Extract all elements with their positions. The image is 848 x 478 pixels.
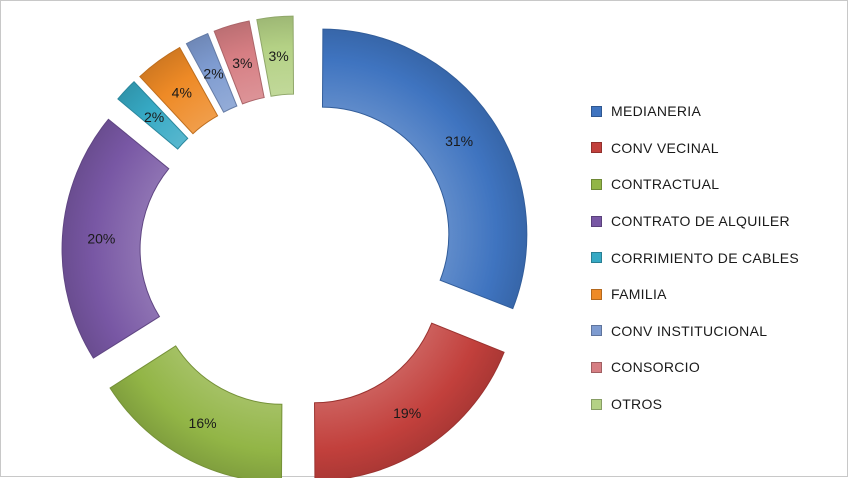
- legend-item-medianeria: MEDIANERIA: [591, 93, 841, 130]
- legend-label: MEDIANERIA: [611, 103, 702, 120]
- legend-label: CORRIMIENTO DE CABLES: [611, 249, 800, 266]
- legend-item-corrimiento-de-cables: CORRIMIENTO DE CABLES: [591, 239, 841, 276]
- legend-label: OTROS: [611, 396, 663, 413]
- legend-label: CONV INSTITUCIONAL: [611, 322, 768, 339]
- data-label-contrato-de-alquiler: 20%: [87, 231, 115, 247]
- legend-label: CONTRACTUAL: [611, 176, 720, 193]
- legend-label: CONV VECINAL: [611, 139, 719, 156]
- slice-corrimiento-de-cables: [117, 81, 189, 150]
- legend-item-familia: FAMILIA: [591, 276, 841, 313]
- data-label-conv-institucional: 2%: [203, 66, 223, 82]
- legend-item-conv-institucional: CONV INSTITUCIONAL: [591, 313, 841, 350]
- slice-conv-vecinal: [314, 322, 505, 478]
- legend-swatch: [591, 325, 602, 337]
- legend-label: CONSORCIO: [611, 359, 701, 376]
- legend-swatch: [591, 361, 602, 373]
- slice-medianeria: [321, 28, 528, 310]
- legend-swatch: [591, 215, 602, 227]
- slice-otros: [256, 15, 295, 97]
- legend-item-otros: OTROS: [591, 386, 841, 423]
- data-label-contractual: 16%: [189, 415, 217, 431]
- slice-familia: [139, 46, 219, 135]
- data-label-familia: 4%: [172, 84, 192, 100]
- legend: MEDIANERIA CONV VECINAL CONTRACTUAL CONTRAT…: [591, 93, 841, 422]
- slice-consorcio: [213, 20, 265, 105]
- legend-swatch: [591, 398, 602, 410]
- legend-label: CONTRATO DE ALQUILER: [611, 213, 790, 230]
- legend-swatch: [591, 252, 602, 264]
- slice-contractual: [109, 345, 283, 478]
- legend-label: FAMILIA: [611, 286, 667, 303]
- slice-contrato-de-alquiler: [61, 118, 170, 359]
- data-label-medianeria: 31%: [445, 133, 473, 149]
- legend-swatch: [591, 105, 602, 117]
- data-label-otros: 3%: [268, 48, 288, 64]
- legend-swatch: [591, 288, 602, 300]
- data-label-conv-vecinal: 19%: [393, 405, 421, 421]
- legend-swatch: [591, 178, 602, 190]
- data-label-corrimiento-de-cables: 2%: [144, 109, 164, 125]
- legend-item-contrato-de-alquiler: CONTRATO DE ALQUILER: [591, 203, 841, 240]
- legend-item-conv-vecinal: CONV VECINAL: [591, 130, 841, 167]
- legend-item-contractual: CONTRACTUAL: [591, 166, 841, 203]
- slice-conv-institucional: [185, 32, 238, 113]
- legend-item-consorcio: CONSORCIO: [591, 349, 841, 386]
- data-label-consorcio: 3%: [232, 55, 252, 71]
- legend-swatch: [591, 142, 602, 154]
